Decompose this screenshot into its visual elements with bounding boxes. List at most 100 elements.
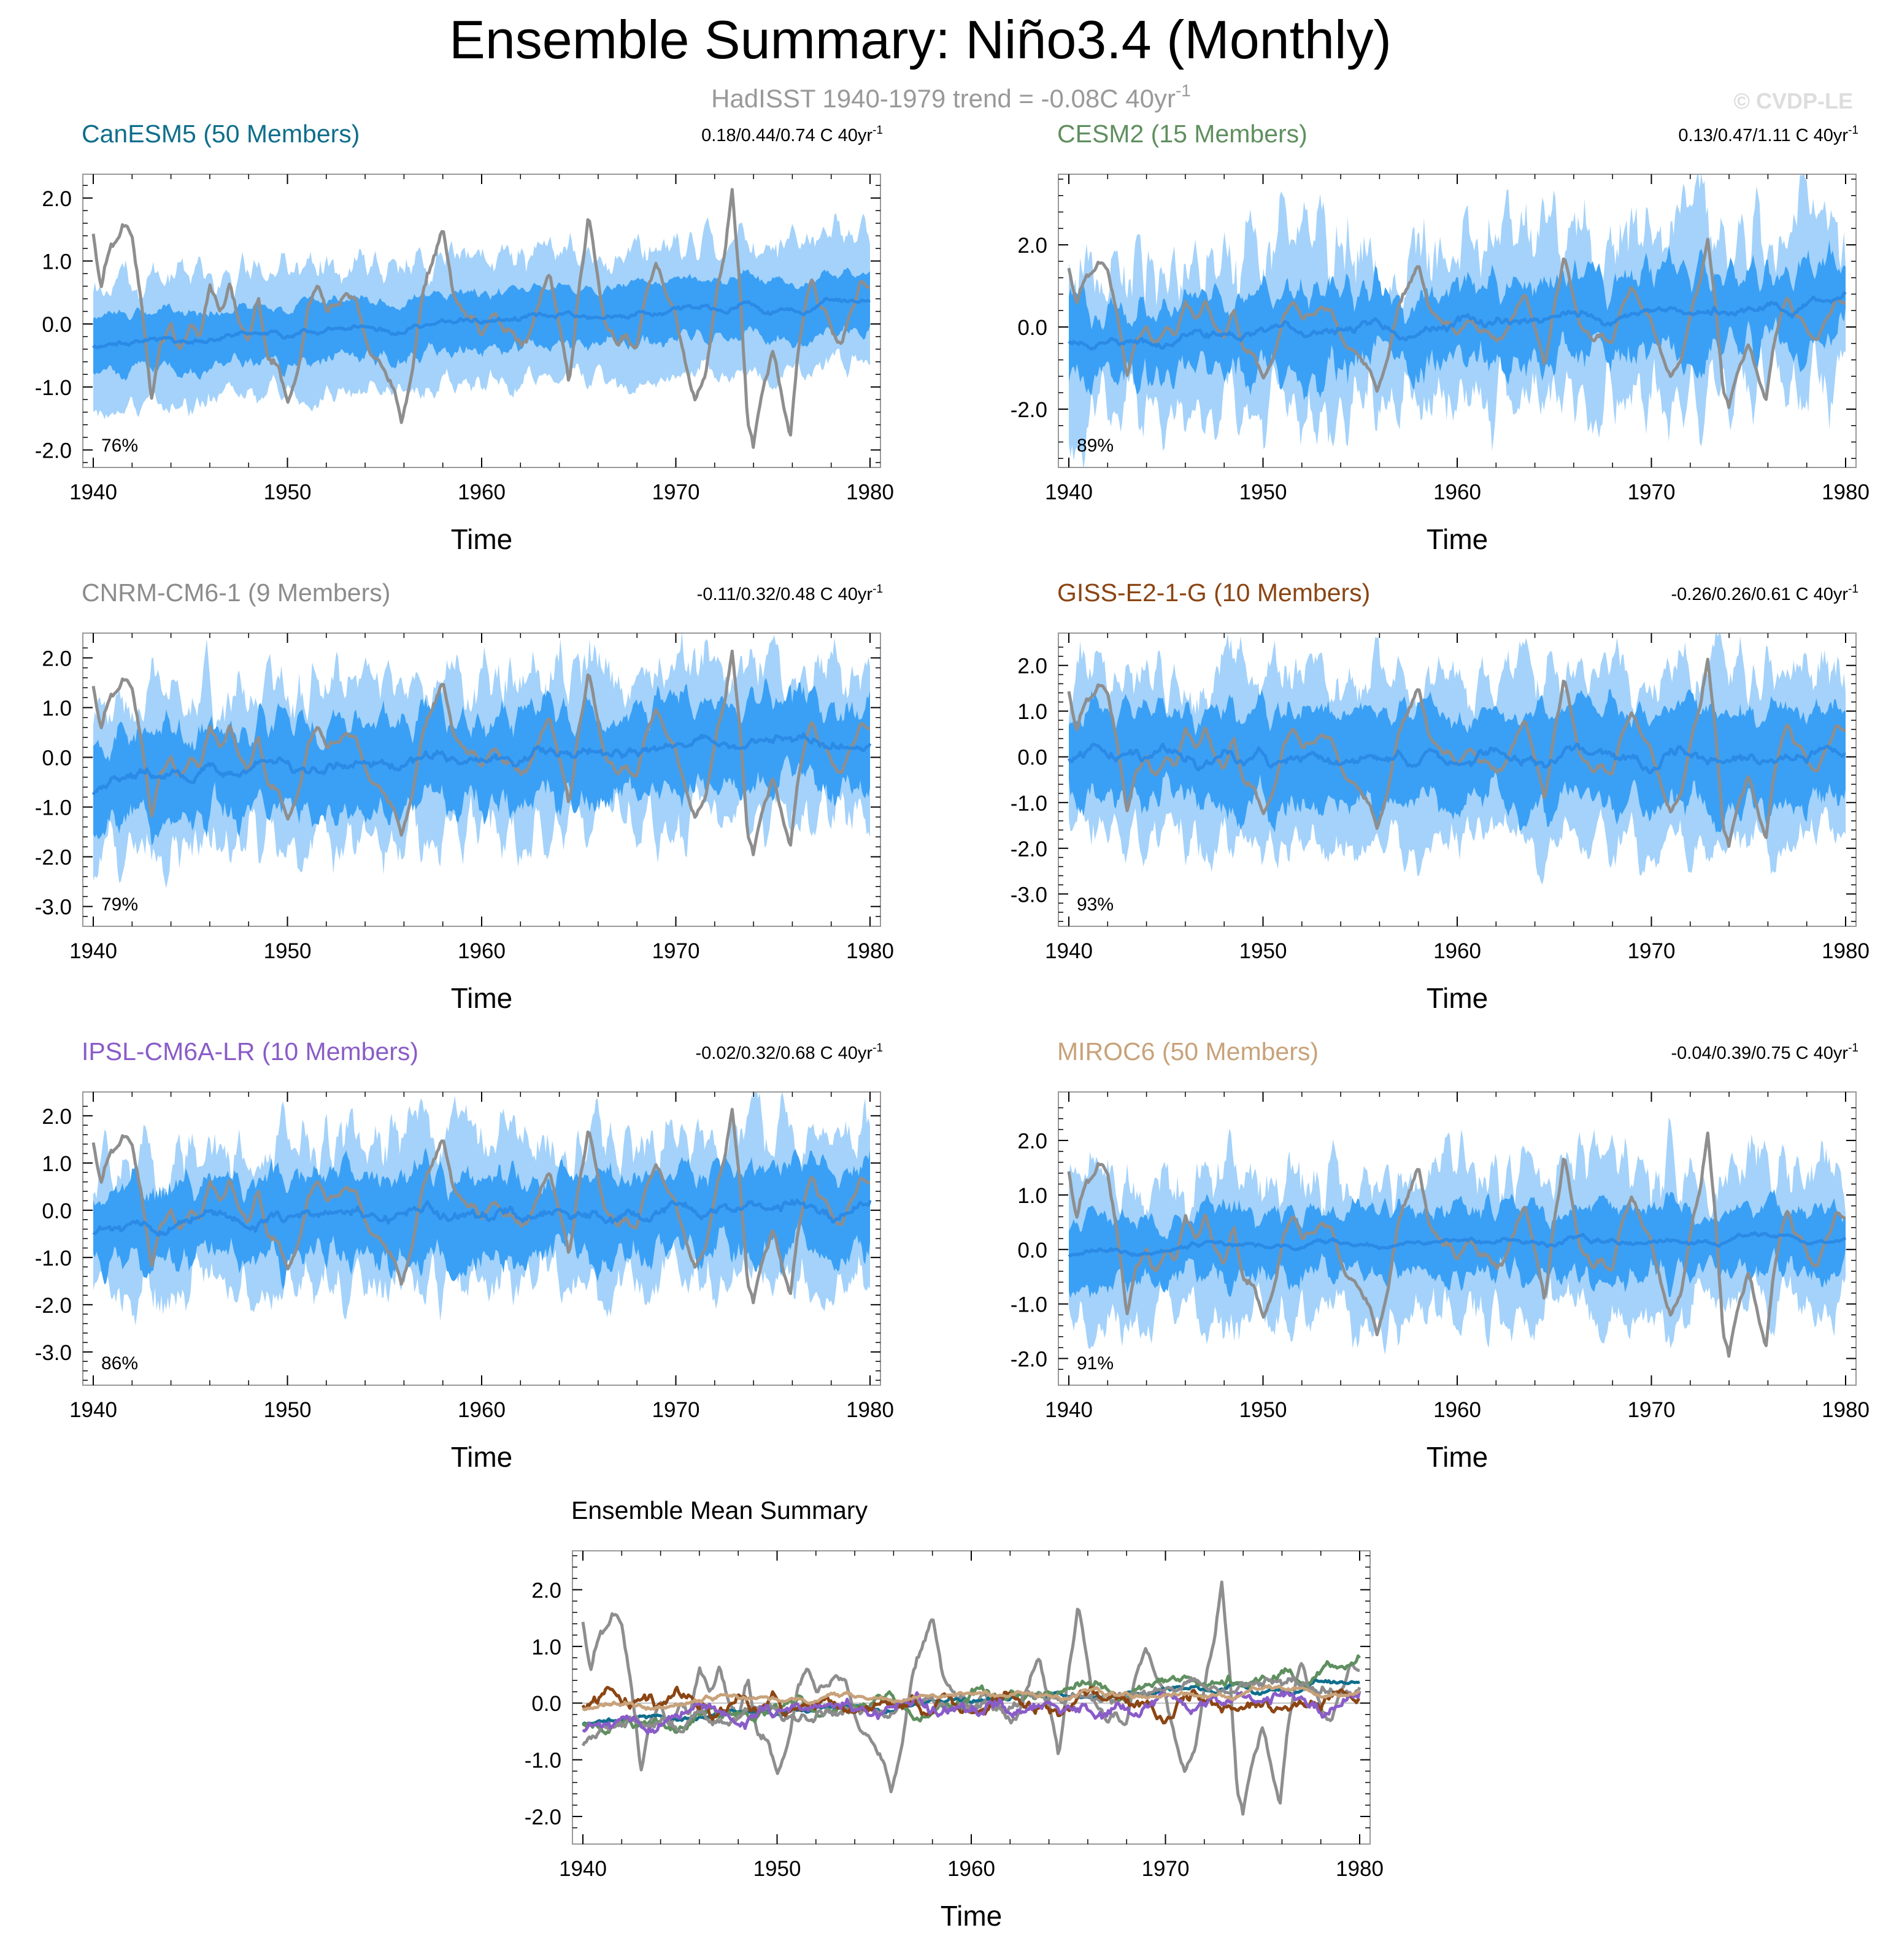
panel-cnrm: 2.0 1.0 0.0 -1.0 -2.0 -3.0 1940 1950 1960 1970 198…: [35, 578, 894, 1014]
y-tick-label: -1.0: [35, 796, 72, 820]
y-tick-label: -1.0: [35, 376, 72, 400]
panel-cesm2: 2.0 0.0 -2.0 1940 1950 1960 1970 1980 Time CESM2 …: [1011, 120, 1870, 555]
spread-band-inner: [93, 678, 870, 846]
observed-line: [91, 1107, 871, 1305]
ensemble-mean-line: [1068, 291, 1847, 351]
y-tick-label: 0.0: [42, 1199, 72, 1223]
y-tick-label: -2.0: [1011, 398, 1047, 422]
panel-giss: 2.0 1.0 0.0 -1.0 -2.0 -3.0 1940 1950 1960 1970 198…: [1011, 578, 1870, 1014]
y-tick-label: -1.0: [1011, 791, 1047, 815]
panel-trend-stats: -0.11/0.32/0.48 C 40yr-1: [697, 583, 883, 604]
panel-canesm5: 2.0 1.0 0.0 -1.0 -2.0 1940 1950 1960 1970 1980 Tim…: [35, 120, 894, 555]
x-tick-label: 1980: [846, 1398, 894, 1422]
series-line-canesm5: [582, 1678, 1360, 1726]
y-tick-label: 1.0: [1017, 1184, 1047, 1208]
x-tick-label: 1960: [1433, 1398, 1481, 1422]
series-line-ipsl-cm6a-lr: [582, 1689, 1361, 1735]
x-tick-label: 1980: [1336, 1857, 1384, 1881]
y-tick-label: -3.0: [35, 1341, 72, 1365]
plot-area: [572, 1580, 1370, 1816]
plot-area: [83, 633, 880, 889]
y-tick-label: -2.0: [35, 439, 72, 463]
x-tick-label: 1960: [458, 480, 506, 504]
x-tick-label: 1950: [264, 480, 312, 504]
plot-area: [1058, 1117, 1856, 1358]
panel-trend-stats: 0.13/0.47/1.11 C 40yr-1: [1678, 124, 1858, 145]
x-tick-label: 1970: [652, 939, 700, 963]
y-tick-label: -1.0: [35, 1247, 72, 1270]
y-tick-label: -2.0: [525, 1805, 561, 1829]
panel-title: CNRM-CM6-1 (9 Members): [82, 578, 390, 607]
y-tick-label: 1.0: [42, 250, 72, 274]
x-tick-label: 1950: [753, 1857, 801, 1881]
figure-subtitle-sup: -1: [1176, 81, 1191, 100]
y-tick-label: 0.0: [42, 747, 72, 771]
y-tick-label: 0.0: [531, 1692, 561, 1716]
y-tick-label: 2.0: [42, 647, 72, 671]
y-tick-label: -2.0: [1011, 1347, 1047, 1371]
x-tick-label: 1950: [264, 939, 312, 963]
y-tick-label: -1.0: [1011, 1293, 1047, 1317]
y-tick-label: 2.0: [1017, 234, 1047, 258]
x-tick-label: 1940: [1045, 939, 1093, 963]
y-tick-label: 0.0: [1017, 316, 1047, 340]
x-tick-label: 1980: [1822, 1398, 1870, 1422]
y-tick-label: -2.0: [1011, 837, 1047, 861]
panel-trend-stats: 0.18/0.44/0.74 C 40yr-1: [701, 124, 883, 145]
x-tick-label: 1960: [947, 1857, 995, 1881]
figure-subtitle: HadISST 1940-1979 trend = -0.08C 40yr-1: [711, 81, 1191, 113]
series-line-miroc6: [582, 1684, 1361, 1712]
x-tick-label: 1970: [1628, 1398, 1676, 1422]
panel-percent-label: 89%: [1077, 436, 1114, 456]
plot-area: [83, 1092, 880, 1326]
x-tick-label: 1950: [1239, 939, 1287, 963]
panel-title: GISS-E2-1-G (10 Members): [1057, 578, 1370, 607]
y-tick-label: 1.0: [42, 696, 72, 720]
y-tick-label: 0.0: [42, 313, 72, 337]
y-tick-label: -1.0: [525, 1749, 561, 1773]
panel-percent-label: 86%: [101, 1353, 138, 1374]
x-tick-label: 1970: [1628, 480, 1676, 504]
panel-trend-stats: -0.04/0.39/0.75 C 40yr-1: [1671, 1042, 1858, 1063]
chart-panels: 2.0 1.0 0.0 -1.0 -2.0 1940 1950 1960 1970 1980 Tim…: [35, 120, 1870, 1932]
spread-band-inner: [1069, 688, 1846, 833]
observed-line: [91, 188, 871, 449]
y-tick-label: 1.0: [1017, 700, 1047, 724]
x-tick-label: 1940: [69, 480, 117, 504]
plot-area: [83, 188, 880, 449]
x-tick-label: 1940: [69, 939, 117, 963]
x-tick-label: 1950: [1239, 1398, 1287, 1422]
x-tick-label: 1980: [846, 939, 894, 963]
panel-miroc6: 2.0 1.0 0.0 -1.0 -2.0 1940 1950 1960 1970 1980 Tim…: [1011, 1037, 1870, 1473]
x-tick-label: 1960: [458, 1398, 506, 1422]
x-axis-label: Time: [451, 523, 513, 555]
panel-percent-label: 76%: [101, 436, 138, 456]
plot-area: [1058, 633, 1856, 885]
y-tick-label: 0.0: [1017, 746, 1047, 770]
x-tick-label: 1970: [652, 480, 700, 504]
panel-percent-label: 79%: [101, 894, 138, 915]
y-tick-label: 2.0: [531, 1578, 561, 1602]
x-tick-label: 1970: [652, 1398, 700, 1422]
x-tick-label: 1980: [1822, 939, 1870, 963]
y-tick-label: 1.0: [42, 1152, 72, 1176]
x-axis-label: Time: [941, 1900, 1003, 1932]
y-tick-label: 2.0: [1017, 1129, 1047, 1153]
panel-title: MIROC6 (50 Members): [1057, 1037, 1319, 1066]
y-tick-label: 0.0: [1017, 1239, 1047, 1262]
x-tick-label: 1970: [1142, 1857, 1190, 1881]
x-axis-label: Time: [1427, 523, 1489, 555]
x-axis-label: Time: [1427, 1441, 1489, 1473]
x-axis-label: Time: [451, 1441, 513, 1473]
y-tick-label: 2.0: [42, 1105, 72, 1129]
x-tick-label: 1960: [458, 939, 506, 963]
x-tick-label: 1980: [1822, 480, 1870, 504]
y-tick-label: 2.0: [42, 187, 72, 211]
x-tick-label: 1950: [264, 1398, 312, 1422]
panel-trend-stats: -0.02/0.32/0.68 C 40yr-1: [696, 1042, 883, 1063]
y-tick-label: -2.0: [35, 1294, 72, 1318]
ensemble-mean-line: [92, 1198, 872, 1237]
x-tick-label: 1940: [1045, 1398, 1093, 1422]
ensemble-mean-line: [91, 732, 872, 796]
